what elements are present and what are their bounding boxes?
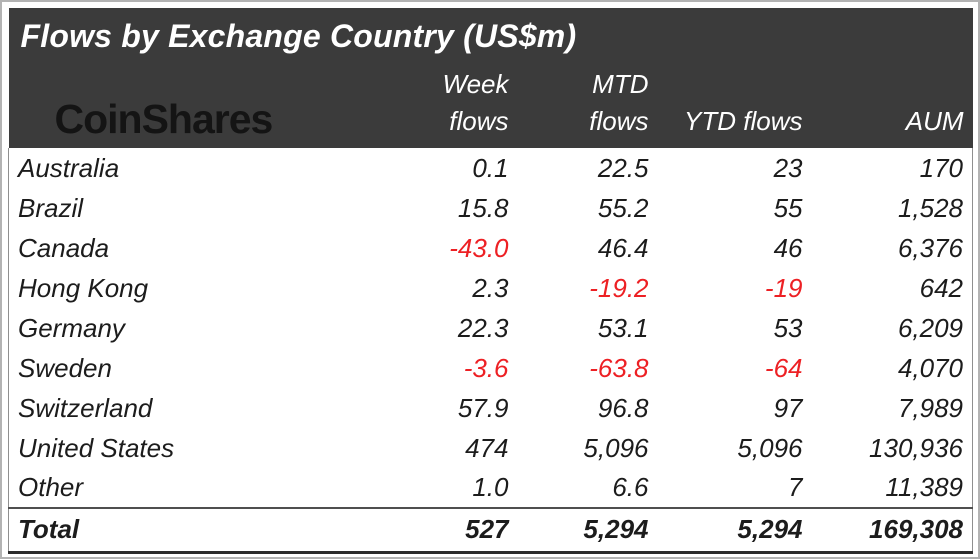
ytd-flows-value: 55 [773,192,803,223]
total-week-flows-value: 527 [360,507,518,554]
aum-value: 130,936 [811,428,974,468]
mtd-flows-value: 6.6 [612,472,649,502]
aum-value: 642 [811,268,974,308]
week-flows-value: -3.6 [463,352,509,383]
aum-value: 170 [811,148,974,188]
country-label: Switzerland [8,388,361,428]
page-title: Flows by Exchange Country (US$m) [8,8,973,60]
table-row: Sweden -3.6 -63.8 -64 4,070 [8,348,974,388]
country-label: United States [8,428,361,468]
ytd-flows-value: 23 [773,152,803,183]
country-label: Sweden [8,348,361,388]
mtd-flows-value: 96.8 [597,392,649,423]
flows-by-exchange-country-table: Flows by Exchange Country (US$m) CoinSha… [8,8,974,554]
aum-value: 7,989 [811,388,974,428]
country-label: Other [8,468,361,508]
mtd-flows-value: 53.1 [597,312,649,343]
mtd-flows-value: -19.2 [589,272,649,303]
ytd-flows-value: -64 [764,352,803,383]
ytd-flows-value: 46 [773,232,803,263]
aum-value: 1,528 [811,188,974,228]
mtd-flows-value: 55.2 [597,192,649,223]
country-label: Hong Kong [8,268,361,308]
aum-value: 6,376 [811,228,974,268]
ytd-flows-value: 53 [773,312,803,343]
logo-cell: CoinShares [8,60,361,148]
total-aum-value: 169,308 [811,507,974,554]
ytd-flows-value: -19 [764,272,803,303]
table-row: Other 1.0 6.6 7 11,389 [8,468,974,508]
mtd-flows-value: 46.4 [597,232,649,263]
week-flows-value: 474 [465,432,509,463]
table-header: Flows by Exchange Country (US$m) CoinSha… [8,8,973,148]
aum-value: 4,070 [811,348,974,388]
total-label: Total [8,507,361,554]
column-header-mtd-flows: MTD flows [517,60,658,148]
week-flows-value: -43.0 [449,232,509,263]
table-body: Australia 0.1 22.5 23 170 Brazil 15.8 55… [8,148,974,554]
table-row: Canada -43.0 46.4 46 6,376 [8,228,974,268]
column-header-aum: AUM [811,60,973,148]
mtd-flows-value: 22.5 [597,152,649,183]
column-header-week-flows: Week flows [360,60,518,148]
coinshares-logo: CoinShares [54,96,274,142]
table-row: Hong Kong 2.3 -19.2 -19 642 [8,268,974,308]
ytd-flows-value: 5,096 [737,432,803,463]
week-flows-value: 15.8 [457,192,509,223]
country-label: Australia [8,148,361,188]
week-flows-value: 57.9 [457,392,509,423]
ytd-flows-value: 97 [773,392,803,423]
table-row: Australia 0.1 22.5 23 170 [8,148,974,188]
table-row: Germany 22.3 53.1 53 6,209 [8,308,974,348]
week-flows-value: 1.0 [472,472,509,502]
total-mtd-flows-value: 5,294 [517,507,658,554]
table-row: Brazil 15.8 55.2 55 1,528 [8,188,974,228]
total-row: Total 527 5,294 5,294 169,308 [8,507,974,554]
total-ytd-flows-value: 5,294 [657,507,812,554]
country-label: Germany [8,308,361,348]
country-label: Brazil [8,188,361,228]
country-label: Canada [8,228,361,268]
ytd-flows-value: 7 [788,472,803,502]
week-flows-value: 22.3 [457,312,509,343]
column-header-ytd-flows: YTD flows [657,60,812,148]
mtd-flows-value: 5,096 [583,432,649,463]
week-flows-value: 2.3 [472,272,509,303]
mtd-flows-value: -63.8 [589,352,649,383]
aum-value: 6,209 [811,308,974,348]
week-flows-value: 0.1 [472,152,509,183]
table-row: United States 474 5,096 5,096 130,936 [8,428,974,468]
aum-value: 11,389 [811,468,974,508]
table-row: Switzerland 57.9 96.8 97 7,989 [8,388,974,428]
